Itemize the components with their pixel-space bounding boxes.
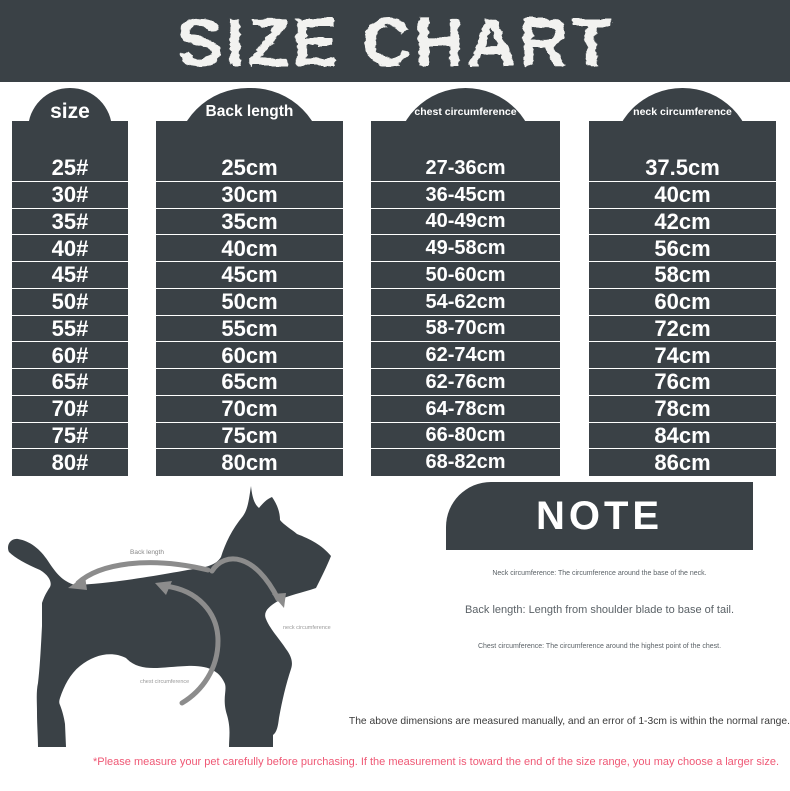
svg-text:neck circumference: neck circumference	[283, 625, 331, 631]
svg-text:chest circumference: chest circumference	[140, 679, 189, 685]
svg-text:Back length: Back length	[130, 549, 164, 556]
